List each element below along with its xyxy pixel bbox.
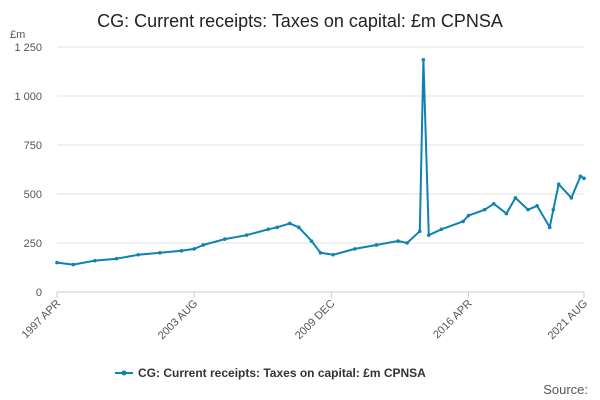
data-point[interactable]	[582, 176, 586, 181]
data-point[interactable]	[439, 227, 444, 232]
data-point[interactable]	[466, 213, 471, 218]
data-point[interactable]	[578, 174, 583, 179]
y-tick-label: 250	[24, 238, 42, 250]
data-point[interactable]	[352, 247, 357, 251]
data-point[interactable]	[421, 57, 426, 62]
legend-label[interactable]: CG: Current receipts: Taxes on capital: …	[138, 366, 426, 380]
data-point[interactable]	[331, 252, 335, 257]
data-point[interactable]	[288, 221, 292, 226]
data-point[interactable]	[179, 249, 184, 253]
grid-lines	[57, 46, 584, 244]
data-point[interactable]	[158, 251, 162, 255]
data-point[interactable]	[93, 258, 97, 263]
data-point[interactable]	[297, 225, 301, 230]
data-point[interactable]	[275, 225, 279, 230]
data-point[interactable]	[114, 256, 119, 261]
data-point[interactable]	[569, 196, 574, 200]
data-point[interactable]	[526, 207, 530, 212]
x-tick-label: 2009 DEC	[293, 298, 337, 342]
y-tick-label: 500	[24, 189, 42, 201]
data-point[interactable]	[556, 182, 561, 186]
data-point[interactable]	[482, 207, 487, 212]
data-point[interactable]	[374, 243, 379, 247]
data-point[interactable]	[551, 207, 556, 212]
y-tick-label: 1 250	[14, 42, 42, 54]
x-tick-label: 2016 APR	[431, 298, 475, 342]
data-point[interactable]	[426, 233, 431, 237]
data-point[interactable]	[192, 247, 196, 251]
y-tick-label: 750	[24, 140, 42, 152]
data-point[interactable]	[405, 241, 409, 245]
data-point[interactable]	[535, 203, 539, 208]
y-tick-label: 0	[36, 287, 42, 299]
series-line	[56, 58, 585, 266]
x-tick-label: 2003 AUG	[156, 298, 200, 342]
data-point[interactable]	[318, 251, 323, 255]
x-tick-label: 2021 AUG	[546, 298, 590, 342]
data-point[interactable]	[244, 233, 249, 237]
data-point[interactable]	[136, 252, 141, 257]
data-point[interactable]	[491, 202, 496, 206]
data-point[interactable]	[461, 219, 465, 224]
series-layer	[55, 57, 586, 267]
y-axis-unit: £m	[10, 29, 25, 41]
data-point[interactable]	[71, 262, 76, 267]
y-axis: 0 250 500 750 1 000 1 250	[14, 42, 42, 299]
data-point[interactable]	[396, 239, 400, 243]
data-point[interactable]	[309, 239, 314, 243]
data-point[interactable]	[223, 237, 227, 241]
data-point[interactable]	[55, 260, 59, 265]
data-point[interactable]	[417, 229, 422, 234]
data-point[interactable]	[266, 227, 270, 232]
x-axis: 1997 APR 2003 AUG 2009 DEC 2016 APR 2021 AUG	[20, 291, 590, 342]
data-point[interactable]	[513, 196, 518, 200]
legend-marker	[121, 370, 127, 376]
chart-title: CG: Current receipts: Taxes on capital: …	[97, 11, 503, 31]
data-point[interactable]	[547, 225, 552, 230]
x-tick-label: 1997 APR	[20, 298, 64, 342]
data-point[interactable]	[504, 211, 509, 216]
source-label: Source:	[543, 382, 588, 397]
y-tick-label: 1 000	[14, 91, 42, 103]
data-point[interactable]	[201, 243, 205, 247]
legend[interactable]: CG: Current receipts: Taxes on capital: …	[115, 366, 426, 380]
